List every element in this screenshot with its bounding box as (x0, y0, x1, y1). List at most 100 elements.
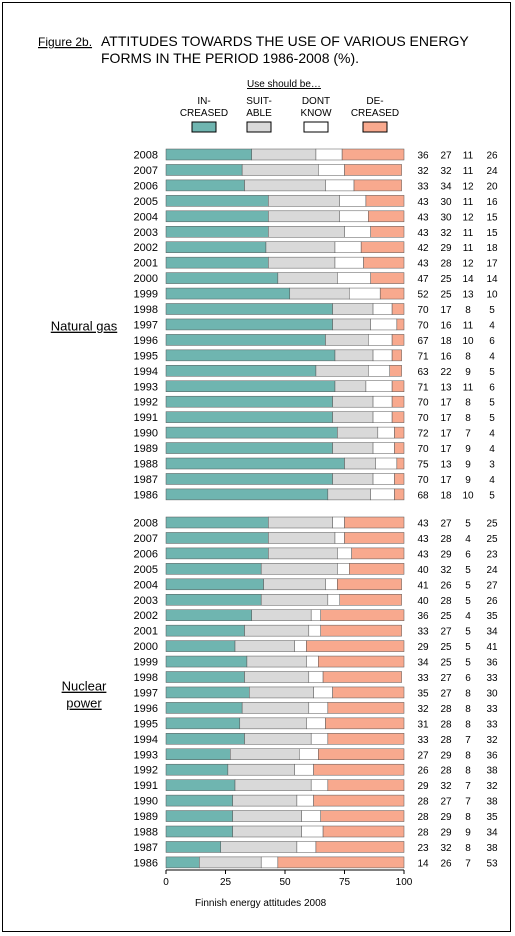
bar-segment-increased (165, 287, 291, 300)
data-label-suitable: 29 (440, 750, 452, 761)
legend-title: Use should be… (247, 79, 321, 90)
data-label-decreased: 4 (489, 320, 495, 331)
x-tick-label: 50 (279, 877, 291, 888)
data-label-suitable: 26 (440, 858, 452, 869)
year-label: 1991 (134, 412, 158, 424)
bar-segment-dont-know (339, 195, 367, 207)
bar-segment-suitable (268, 516, 333, 529)
year-label: 1999 (134, 657, 158, 669)
data-label-increased: 43 (417, 534, 429, 545)
bar-segment-dont-know (339, 210, 369, 223)
bar-segment-increased (165, 671, 245, 683)
data-label-suitable: 17 (440, 398, 452, 409)
year-label: 1987 (134, 842, 158, 854)
data-label-decreased: 34 (486, 627, 498, 638)
bar-segment-dont-know (318, 164, 345, 176)
data-label-dont-know: 10 (462, 490, 474, 501)
data-label-increased: 47 (417, 274, 429, 285)
data-label-suitable: 26 (440, 580, 452, 591)
data-label-increased: 70 (417, 475, 429, 486)
data-label-decreased: 26 (486, 151, 498, 162)
bar-segment-increased (165, 702, 243, 714)
bar-segment-suitable (260, 563, 338, 575)
bar-segment-increased (165, 717, 241, 730)
data-label-decreased: 4 (489, 351, 495, 362)
x-tick-label: 0 (163, 877, 169, 888)
bar-segment-increased (165, 411, 333, 423)
bar-segment-suitable (265, 241, 336, 253)
data-label-suitable: 17 (440, 475, 452, 486)
bar-segment-increased (165, 148, 252, 161)
data-label-dont-know: 5 (465, 627, 471, 638)
data-label-dont-know: 8 (465, 766, 471, 777)
year-label: 1989 (134, 443, 158, 455)
bar-segment-suitable (239, 717, 307, 730)
bar-segment-dont-know (325, 179, 355, 192)
data-label-decreased: 15 (486, 212, 498, 223)
year-label: 2004 (134, 211, 158, 223)
data-label-increased: 43 (417, 212, 429, 223)
bar-segment-decreased (360, 241, 405, 253)
bar-segment-decreased (394, 426, 405, 439)
data-label-decreased: 20 (486, 181, 498, 192)
data-label-suitable: 22 (440, 367, 452, 378)
bar-segment-increased (165, 395, 333, 408)
bar-segment-suitable (268, 195, 340, 207)
bar-segment-suitable (268, 226, 345, 238)
bar-segment-decreased (320, 624, 402, 637)
bar-segment-dont-know (296, 794, 314, 807)
bar-segment-increased (165, 779, 236, 791)
chart-title-line1: ATTITUDES TOWARDS THE USE OF VARIOUS ENE… (101, 33, 469, 49)
data-label-dont-know: 7 (465, 429, 471, 440)
bar-segment-dont-know (327, 594, 340, 606)
year-label: 2000 (134, 273, 158, 285)
x-tick-label: 100 (396, 877, 413, 888)
bar-segment-dont-know (372, 442, 395, 454)
data-label-decreased: 5 (489, 413, 495, 424)
data-label-dont-know: 11 (463, 243, 474, 254)
bar-segment-dont-know (308, 702, 329, 714)
data-label-increased: 42 (417, 243, 429, 254)
data-label-dont-know: 7 (465, 735, 471, 746)
bar-segment-suitable (344, 457, 376, 470)
data-label-decreased: 6 (489, 336, 495, 347)
data-label-decreased: 24 (486, 565, 498, 576)
bar-segment-suitable (246, 655, 307, 668)
bar-segment-decreased (313, 763, 405, 776)
data-label-dont-know: 12 (462, 212, 474, 223)
bar-segment-suitable (232, 794, 298, 807)
data-label-decreased: 27 (486, 580, 498, 591)
data-label-suitable: 32 (440, 166, 452, 177)
bar-segment-suitable (268, 210, 340, 223)
x-axis: 0 25 50 75 100 (163, 869, 413, 888)
bar-segment-increased (165, 609, 252, 621)
bar-segment-increased (165, 442, 333, 454)
data-label-suitable: 28 (440, 259, 452, 270)
bar-segment-dont-know (372, 473, 395, 485)
bar-segment-increased (165, 640, 236, 652)
data-label-dont-know: 5 (465, 580, 471, 591)
data-label-increased: 43 (417, 519, 429, 530)
data-label-suitable: 18 (440, 490, 452, 501)
year-label: 1998 (134, 304, 158, 316)
bar-segment-increased (165, 794, 233, 807)
bar-segment-suitable (268, 547, 338, 560)
bar-segment-dont-know (370, 488, 395, 501)
data-label-increased: 32 (417, 704, 429, 715)
bar-segment-decreased (320, 609, 405, 621)
data-label-increased: 33 (417, 735, 429, 746)
bar-segment-decreased (353, 179, 402, 192)
bar-segment-dont-know (372, 303, 393, 315)
bar-segment-suitable (199, 856, 262, 869)
data-label-increased: 70 (417, 413, 429, 424)
data-label-decreased: 5 (489, 367, 495, 378)
bar-segment-increased (165, 272, 279, 284)
bar-segment-decreased (277, 856, 405, 869)
bar-segment-dont-know (332, 516, 345, 529)
year-label: 2006 (134, 180, 158, 192)
data-label-decreased: 33 (486, 704, 498, 715)
bar-segment-suitable (249, 686, 314, 699)
data-label-decreased: 32 (486, 735, 498, 746)
data-label-dont-know: 8 (465, 719, 471, 730)
